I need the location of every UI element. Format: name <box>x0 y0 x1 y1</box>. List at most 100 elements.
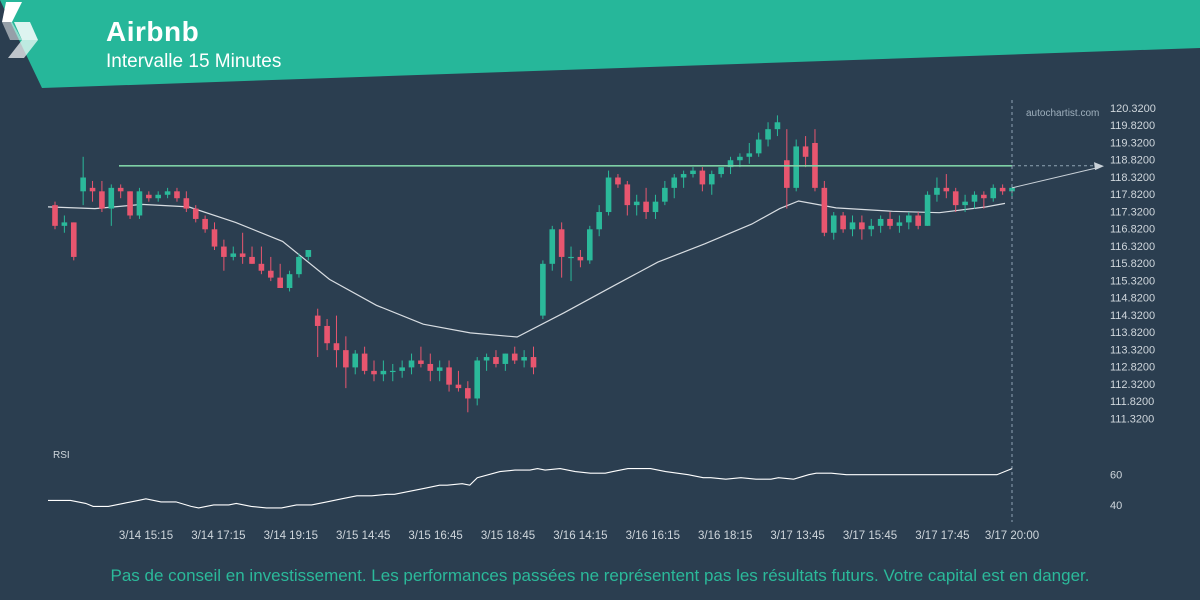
autochartist-logo-icon <box>2 2 38 58</box>
candle-body <box>774 122 781 130</box>
price-tick-label: 115.3200 <box>1110 275 1155 287</box>
candle <box>61 215 68 233</box>
candle <box>896 215 903 233</box>
candle-body <box>361 353 368 371</box>
candle-body <box>52 205 58 226</box>
candle-body <box>80 177 86 192</box>
candle <box>568 246 574 282</box>
candle <box>633 194 640 216</box>
disclaimer: Pas de conseil en investissement. Les pe… <box>110 566 1090 585</box>
candle-body <box>343 350 349 368</box>
candle-body <box>164 191 171 195</box>
candle-body <box>793 146 800 188</box>
price-tick-label: 119.3200 <box>1110 137 1155 149</box>
candle <box>221 239 227 271</box>
time-tick-label: 3/17 13:45 <box>770 530 824 542</box>
candle-body <box>887 218 893 226</box>
candle-body <box>577 256 584 261</box>
candle-body <box>239 253 246 257</box>
moving-average-layer <box>47 200 1006 338</box>
time-tick-label: 3/14 15:15 <box>119 530 173 542</box>
candle-body <box>314 315 321 326</box>
candle-body <box>202 218 208 230</box>
candle-body <box>915 215 921 226</box>
candle-body <box>568 256 574 259</box>
candle <box>155 191 162 202</box>
candle <box>333 315 340 368</box>
candle <box>277 263 283 288</box>
candle-body <box>296 256 302 275</box>
candle-body <box>784 160 790 188</box>
time-axis: 3/14 15:15 3/14 17:15 3/14 19:15 3/15 14:45… <box>119 530 1039 542</box>
candle-body <box>830 215 837 233</box>
candle <box>934 177 940 202</box>
candle <box>615 174 621 188</box>
candle-body <box>99 191 105 209</box>
candle <box>708 170 715 195</box>
candle <box>549 225 556 271</box>
candle <box>239 232 246 264</box>
candle <box>952 187 959 213</box>
candle <box>915 212 921 230</box>
candle <box>436 360 443 382</box>
candle <box>230 246 237 261</box>
candle <box>408 353 415 375</box>
candle-body <box>671 177 678 188</box>
candle-body <box>821 187 828 233</box>
header-banner: Airbnb Intervalle 15 Minutes <box>0 0 1200 90</box>
candle-body <box>624 184 631 206</box>
candle-body <box>896 222 903 226</box>
rsi-tick-label: 40 <box>1110 500 1122 512</box>
watermark: autochartist.com <box>1026 108 1099 119</box>
candle <box>784 129 790 209</box>
candle-body <box>708 174 715 185</box>
candle-body <box>230 253 237 257</box>
candle-body <box>990 187 997 199</box>
candle <box>990 184 997 202</box>
candle-body <box>502 353 509 364</box>
candle-body <box>840 215 846 230</box>
candle-body <box>277 277 283 288</box>
candle-body <box>286 274 293 288</box>
candle-body <box>981 194 987 199</box>
candle <box>577 250 584 268</box>
time-tick-label: 3/16 16:15 <box>626 530 680 542</box>
candle <box>446 360 452 392</box>
candle-body <box>643 201 649 213</box>
candle <box>652 194 659 219</box>
candle-body <box>633 201 640 206</box>
candle-body <box>934 187 940 195</box>
candle-body <box>952 191 959 206</box>
candle <box>877 215 884 233</box>
candle-body <box>446 367 452 385</box>
candle <box>474 357 481 406</box>
price-tick-label: 111.3200 <box>1110 413 1154 425</box>
candle-body <box>89 187 96 192</box>
candle <box>324 319 330 351</box>
candle-body <box>146 194 152 199</box>
candle <box>558 222 565 278</box>
candle-body <box>765 129 771 140</box>
candle-body <box>652 201 659 213</box>
candle-body <box>221 246 227 257</box>
candle <box>502 353 509 371</box>
candle <box>981 191 987 209</box>
time-tick-label: 3/16 14:15 <box>553 530 607 542</box>
candle-body <box>690 170 696 175</box>
candle-body <box>418 360 424 364</box>
candle-body <box>436 367 443 371</box>
candle <box>671 174 678 199</box>
candle <box>89 180 96 202</box>
price-tick-label: 113.3200 <box>1110 344 1155 356</box>
price-tick-label: 117.3200 <box>1110 206 1155 218</box>
price-tick-label: 116.8200 <box>1110 224 1155 236</box>
candle <box>249 246 255 264</box>
candlestick-chart: 120.3200 119.8200 119.3200 118.8200 118.3200… <box>47 100 1156 542</box>
candle-body <box>905 215 912 223</box>
candle-body <box>427 363 434 371</box>
candle <box>662 180 668 206</box>
candle <box>52 201 58 230</box>
candle-body <box>755 139 762 154</box>
candle <box>192 205 199 223</box>
candle-body <box>389 370 396 373</box>
